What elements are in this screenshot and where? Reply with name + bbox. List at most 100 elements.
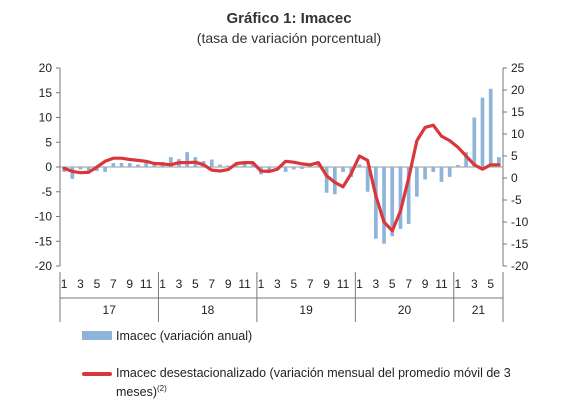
right-tick-label: 20	[511, 83, 525, 97]
bar	[242, 162, 247, 167]
bar	[95, 167, 99, 171]
line-point	[194, 161, 196, 163]
bar	[168, 157, 173, 167]
bar	[152, 164, 157, 167]
bar	[480, 97, 485, 167]
line-point	[490, 164, 492, 166]
left-tick-label: 5	[45, 135, 52, 149]
line-point	[399, 210, 402, 212]
month-tick-label: 3	[274, 277, 281, 291]
line-point	[161, 163, 164, 165]
line-point	[235, 162, 237, 165]
line-point	[178, 162, 180, 164]
bar	[283, 167, 288, 172]
line-point	[391, 230, 393, 232]
month-tick-label: 5	[290, 277, 297, 291]
year-label: 18	[201, 303, 215, 317]
month-tick-label: 7	[307, 277, 314, 291]
bar	[497, 157, 501, 167]
bar	[431, 167, 436, 172]
line-point	[449, 140, 451, 142]
line-point	[219, 170, 221, 172]
bar	[341, 167, 345, 172]
line-point	[293, 161, 295, 163]
line-point	[276, 168, 278, 170]
line-point	[63, 167, 65, 169]
right-tick-label: 5	[511, 149, 518, 163]
line-point	[301, 163, 303, 165]
right-tick-label: 15	[511, 105, 525, 119]
month-tick-label: 3	[77, 277, 84, 291]
line-point	[153, 162, 155, 165]
right-tick-label: -5	[511, 193, 522, 207]
right-tick-label: 10	[511, 127, 525, 141]
right-tick-label: -15	[511, 237, 529, 251]
year-label: 17	[103, 303, 117, 317]
bar	[291, 167, 296, 170]
line-point	[211, 169, 213, 171]
bar	[78, 167, 83, 170]
line-point	[317, 162, 320, 164]
line-point	[326, 175, 328, 177]
line-point	[202, 164, 205, 166]
month-tick-label: 11	[140, 277, 153, 291]
bar	[439, 167, 444, 182]
left-tick-label: -10	[35, 210, 53, 224]
line-point	[498, 164, 500, 166]
bar	[300, 167, 304, 169]
right-tick-label: -20	[511, 259, 529, 273]
line-point	[285, 160, 287, 162]
month-tick-label: 9	[126, 277, 133, 291]
bar	[127, 163, 132, 167]
month-tick-label: 9	[225, 277, 232, 291]
bar	[185, 152, 190, 167]
bar	[398, 167, 403, 229]
line-point	[186, 162, 188, 164]
bar	[103, 167, 107, 172]
bar	[111, 163, 116, 167]
bar	[488, 88, 493, 167]
legend-line-label: Imacec desestacionalizado (variación men…	[116, 366, 511, 400]
bar	[136, 164, 140, 167]
month-tick-label: 1	[258, 277, 265, 291]
bar	[209, 159, 214, 167]
month-tick-label: 11	[337, 277, 350, 291]
bar	[390, 167, 395, 237]
month-tick-label: 7	[208, 277, 215, 291]
month-tick-label: 1	[356, 277, 363, 291]
month-tick-label: 1	[455, 277, 462, 291]
bar	[234, 164, 239, 167]
line-point	[424, 126, 426, 128]
line-point	[432, 124, 434, 126]
month-tick-label: 5	[389, 277, 396, 291]
legend-bar-swatch	[82, 331, 112, 340]
bar	[447, 167, 452, 177]
bar	[406, 167, 411, 224]
year-label: 19	[299, 303, 313, 317]
line-point	[309, 164, 311, 166]
right-tick-label: 25	[511, 61, 525, 75]
line-point	[473, 164, 475, 166]
line-point	[129, 158, 131, 161]
line-point	[71, 170, 73, 172]
bar	[357, 164, 362, 167]
chart-title: Gráfico 1: Imacec	[226, 10, 352, 27]
legend-bar-label: Imacec (variación anual)	[116, 329, 253, 343]
left-tick-label: 10	[39, 111, 53, 125]
line-point	[260, 170, 262, 172]
line-point	[268, 170, 270, 172]
right-tick-label: 0	[511, 171, 518, 185]
bar	[456, 165, 460, 167]
left-tick-label: -20	[35, 259, 53, 273]
left-tick-label: -15	[35, 234, 53, 248]
month-tick-label: 5	[94, 277, 101, 291]
legend-line-footnote: (2)	[156, 384, 167, 393]
bar	[415, 167, 419, 197]
line-point	[334, 181, 336, 183]
bar	[423, 167, 427, 180]
line-point	[252, 162, 254, 164]
bar	[144, 162, 148, 167]
bar	[324, 167, 329, 193]
left-tick-label: 20	[39, 61, 53, 75]
